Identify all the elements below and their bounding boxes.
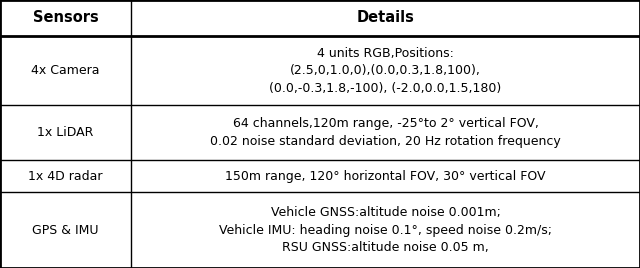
Text: 4 units RGB,Positions:
(2.5,0,1.0,0),(0.0,0.3,1.8,100),
(0.0,-0.3,1.8,-100), (-2: 4 units RGB,Positions: (2.5,0,1.0,0),(0.… [269,47,502,95]
Text: 64 channels,120m range, -25°to 2° vertical FOV,
0.02 noise standard deviation, 2: 64 channels,120m range, -25°to 2° vertic… [210,117,561,148]
Text: Vehicle GNSS:altitude noise 0.001m;
Vehicle IMU: heading noise 0.1°, speed noise: Vehicle GNSS:altitude noise 0.001m; Vehi… [219,206,552,254]
Text: Details: Details [356,10,415,25]
Text: 150m range, 120° horizontal FOV, 30° vertical FOV: 150m range, 120° horizontal FOV, 30° ver… [225,170,546,183]
Text: 1x LiDAR: 1x LiDAR [37,126,94,139]
Text: 4x Camera: 4x Camera [31,64,100,77]
Text: 1x 4D radar: 1x 4D radar [28,170,103,183]
Text: Sensors: Sensors [33,10,99,25]
Text: GPS & IMU: GPS & IMU [33,224,99,237]
